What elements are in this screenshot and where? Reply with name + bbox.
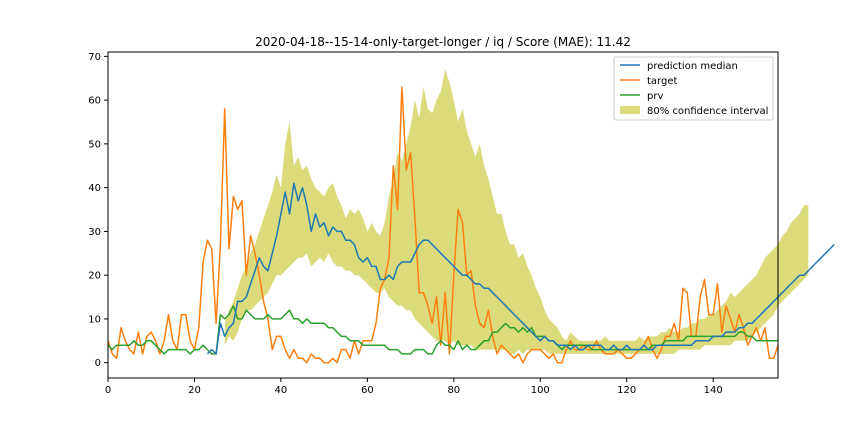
x-tick-label: 40 (275, 385, 288, 396)
legend-box (613, 56, 774, 121)
y-tick-label: 50 (88, 139, 101, 150)
x-axis-ticks: 0 20 40 60 80 100 120 140 (105, 378, 723, 396)
series-line-prv (107, 305, 778, 355)
x-tick-label: 80 (447, 385, 460, 396)
legend-swatch-band (620, 106, 640, 114)
plot-frame (107, 51, 779, 379)
legend-label-median: prediction median (647, 61, 738, 72)
series-line-target (107, 86, 779, 364)
y-tick-label: 40 (88, 183, 101, 194)
series-line-prediction-median (206, 182, 835, 355)
y-axis-ticks: 0 10 20 30 40 50 60 70 (88, 52, 108, 369)
y-tick-label: 60 (88, 96, 101, 107)
legend-label-band: 80% confidence interval (647, 106, 768, 117)
legend-label-target: target (647, 76, 677, 87)
series-lines-layer (107, 86, 835, 364)
legend-label-prv: prv (647, 91, 663, 102)
confidence-band-layer (224, 69, 809, 354)
y-tick-label: 0 (95, 358, 101, 369)
x-tick-label: 60 (361, 385, 374, 396)
y-tick-label: 70 (88, 52, 101, 63)
y-tick-label: 10 (88, 314, 101, 325)
x-tick-label: 20 (188, 385, 201, 396)
x-tick-label: 0 (105, 385, 111, 396)
confidence-interval-band (224, 69, 809, 354)
legend: prediction median target prv 80% confide… (613, 56, 774, 121)
x-tick-label: 140 (704, 385, 723, 396)
chart-title: 2020-04-18--15-14-only-target-longer / i… (255, 35, 631, 49)
y-tick-label: 30 (88, 227, 101, 238)
x-tick-label: 120 (617, 385, 636, 396)
y-tick-label: 20 (88, 271, 101, 282)
x-tick-label: 100 (531, 385, 550, 396)
